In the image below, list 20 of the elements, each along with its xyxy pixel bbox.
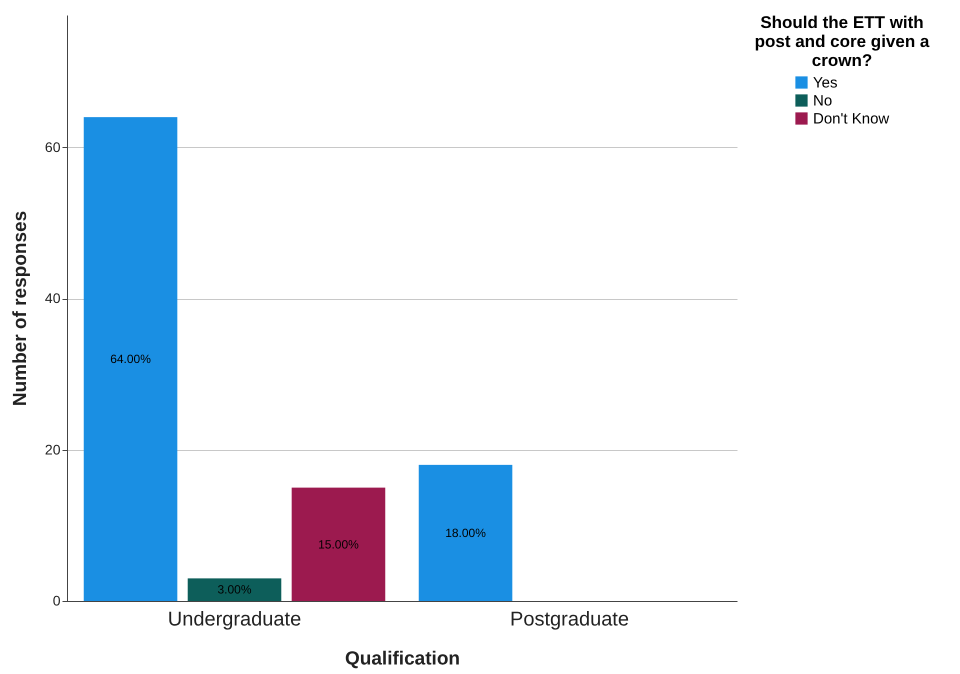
bar	[84, 117, 178, 601]
y-tick-label: 60	[44, 138, 61, 155]
y-tick-label: 40	[44, 290, 61, 306]
bar	[418, 464, 512, 601]
x-tick-label: Postgraduate	[510, 608, 629, 630]
legend-label: No	[813, 92, 832, 110]
y-tick-label: 20	[44, 441, 61, 458]
bar	[188, 578, 282, 601]
x-axis-title: Qualification	[344, 648, 460, 670]
bar	[292, 488, 386, 601]
legend-label: Don't Know	[813, 110, 890, 128]
data-label: 18.00%	[445, 526, 486, 540]
data-label: 3.00%	[217, 582, 252, 597]
data-label: 15.00%	[318, 537, 360, 552]
y-axis-title: Number of responses	[10, 210, 31, 406]
legend-title: Should the ETT with post and core given a crown?	[754, 13, 930, 70]
y-tick-label: 0	[52, 592, 61, 608]
x-tick-label: Undergraduate	[168, 608, 302, 630]
data-label: 64.00%	[110, 352, 152, 366]
legend-label: Yes	[813, 74, 838, 92]
